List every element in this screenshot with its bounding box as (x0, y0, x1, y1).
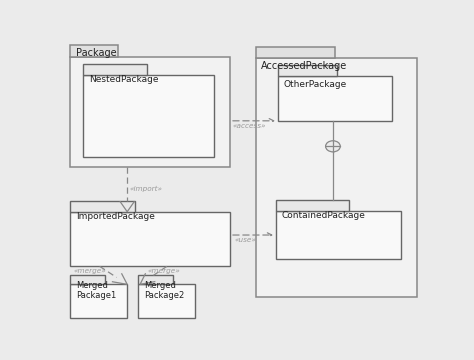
Bar (276, 200, 349, 211)
Bar (83, 64, 147, 75)
Text: Package: Package (76, 49, 117, 58)
Text: «use»: «use» (235, 237, 257, 243)
Text: OtherPackage: OtherPackage (283, 80, 346, 89)
Bar (70, 284, 127, 318)
Bar (70, 275, 105, 284)
Bar (138, 284, 195, 318)
Text: AccessedPackage: AccessedPackage (261, 61, 347, 71)
Text: «merge»: «merge» (74, 268, 107, 274)
Text: «access»: «access» (233, 123, 266, 129)
Bar (70, 45, 118, 57)
Text: ImportedPackage: ImportedPackage (76, 212, 155, 221)
Bar (278, 66, 337, 76)
Text: «import»: «import» (130, 186, 163, 192)
Bar (278, 76, 392, 121)
Bar (138, 275, 173, 284)
Bar (70, 57, 230, 167)
Bar (70, 201, 135, 212)
Bar (70, 212, 230, 266)
Text: NestedPackage: NestedPackage (89, 75, 158, 84)
Bar (256, 47, 335, 58)
Bar (83, 75, 213, 157)
Text: Merged
Package2: Merged Package2 (144, 281, 184, 300)
Circle shape (326, 141, 340, 152)
Bar (276, 211, 401, 260)
Text: «merge»: «merge» (147, 268, 180, 274)
Bar (256, 58, 418, 297)
Text: ContainedPackage: ContainedPackage (281, 211, 365, 220)
Text: Merged
Package1: Merged Package1 (76, 281, 116, 300)
